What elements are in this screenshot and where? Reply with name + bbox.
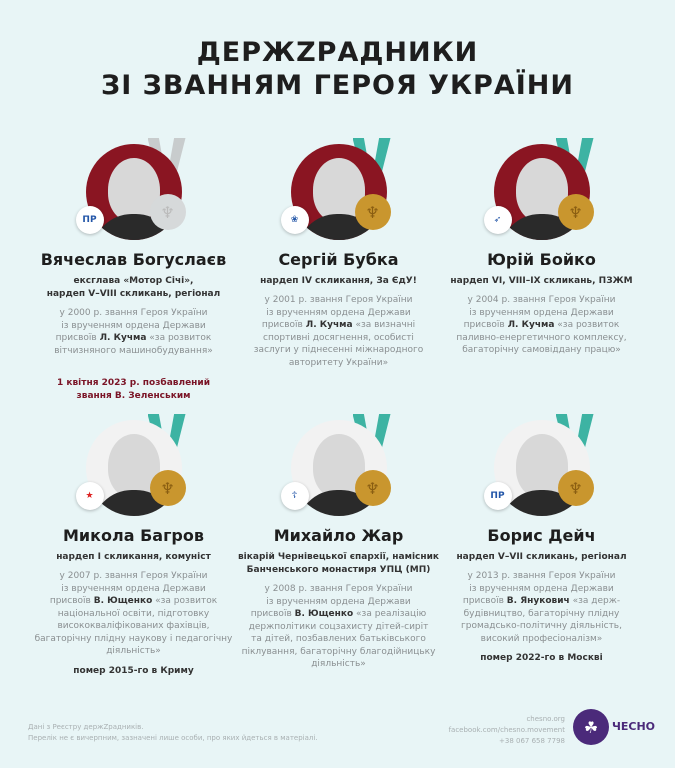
footer-notes: Дані з Реєстру держZрадників. Перелік не… — [28, 723, 318, 742]
hero-card: ♆ ★ Микола Багров нардеп I скликання, ко… — [21, 412, 246, 678]
hero-card: ♆ ☦ Михайло Жар вікарій Чернівецької єпа… — [226, 412, 451, 678]
hero-card: ♆ ПР Вячеслав Богуслаєв ексглава «Мотор … — [21, 136, 246, 403]
party-badge-icon: ❀ — [280, 206, 309, 234]
awarder: В. Янукович — [506, 596, 570, 606]
party-badge-icon: ☦ — [280, 482, 309, 510]
status-note: 1 квітня 2023 р. позбавлений звання В. Зе… — [56, 377, 211, 401]
awarder: В. Ющенко — [294, 609, 354, 619]
portrait: ♆ ★ — [64, 412, 204, 522]
hero-card: ♆ ❀ Сергій Бубка нардеп IV скликання, За… — [226, 136, 451, 376]
person-role: ексглава «Мотор Січі», нардеп V–VIII скли… — [46, 276, 221, 299]
person-name: Михайло Жар — [273, 526, 404, 545]
award-description: у 2004 р. звання Героя України із вручен… — [456, 295, 627, 355]
portrait: ♆ ПР — [64, 136, 204, 246]
medal-icon: ♆ — [557, 194, 594, 230]
photo — [493, 144, 590, 240]
medal-icon: ♆ — [149, 194, 186, 230]
portrait: ♆ ❀ — [269, 136, 409, 246]
person-role: нардеп V–VII скликань, регіонал — [456, 552, 627, 562]
person-role: нардеп VI, VIII–IX скликань, ПЗЖМ — [450, 276, 633, 286]
award-description: у 2008 р. звання Героя України із вручен… — [241, 584, 436, 669]
portrait: ♆ ➶ — [472, 136, 612, 246]
portrait: ♆ ПР — [472, 412, 612, 522]
awarder: В. Ющенко — [93, 596, 153, 606]
status-note: помер 2015-го в Криму — [73, 665, 194, 676]
brand-name: ЧЕСНО — [612, 720, 656, 733]
medal-icon: ♆ — [354, 470, 391, 506]
award-description: у 2000 р. звання Героя України із вручен… — [54, 308, 213, 356]
person-name: Микола Багров — [63, 526, 204, 545]
party-badge-icon: ПР — [483, 482, 512, 510]
awarder: Л. Кучма — [305, 320, 353, 330]
hero-card: ♆ ПР Борис Дейч нардеп V–VII скликань, р… — [429, 412, 654, 665]
person-name: Борис Дейч — [487, 526, 596, 545]
footer-contacts: chesno.org facebook.com/chesno.movement … — [449, 714, 565, 747]
facebook-link[interactable]: facebook.com/chesno.movement — [448, 726, 565, 734]
award-description: у 2007 р. звання Героя України із вручен… — [34, 571, 233, 656]
page-title: ДЕРЖZРАДНИКИ ЗІ ЗВАННЯМ ГЕРОЯ УКРАЇНИ — [101, 37, 574, 101]
phone: +38 067 658 7798 — [499, 737, 565, 745]
portrait: ♆ ☦ — [269, 412, 409, 522]
party-badge-icon: ПР — [75, 206, 104, 234]
status-note: помер 2022-го в Москві — [480, 653, 603, 663]
hero-card: ♆ ➶ Юрій Бойко нардеп VI, VIII–IX склика… — [429, 136, 654, 364]
awarder: Л. Кучма — [99, 333, 147, 343]
award-description: у 2013 р. звання Героя України із вручен… — [461, 571, 622, 644]
person-name: Вячеслав Богуслаєв — [40, 250, 227, 269]
awarder: Л. Кучма — [507, 320, 555, 330]
person-role: нардеп IV скликання, За ЄдУ! — [260, 276, 417, 286]
party-badge-icon: ★ — [75, 482, 104, 510]
garlic-logo-icon: ☘ — [573, 709, 609, 745]
person-role: нардеп I скликання, комуніст — [56, 552, 211, 562]
person-name: Сергій Бубка — [278, 250, 399, 269]
award-description: у 2001 р. звання Героя України із вручен… — [253, 295, 424, 368]
medal-icon: ♆ — [557, 470, 594, 506]
medal-icon: ♆ — [149, 470, 186, 506]
person-name: Юрій Бойко — [487, 250, 596, 269]
medal-icon: ♆ — [354, 194, 391, 230]
person-role: вікарій Чернівецької єпархії, намісник Ба… — [237, 552, 440, 575]
site-link[interactable]: chesno.org — [526, 715, 565, 723]
party-badge-icon: ➶ — [483, 206, 512, 234]
